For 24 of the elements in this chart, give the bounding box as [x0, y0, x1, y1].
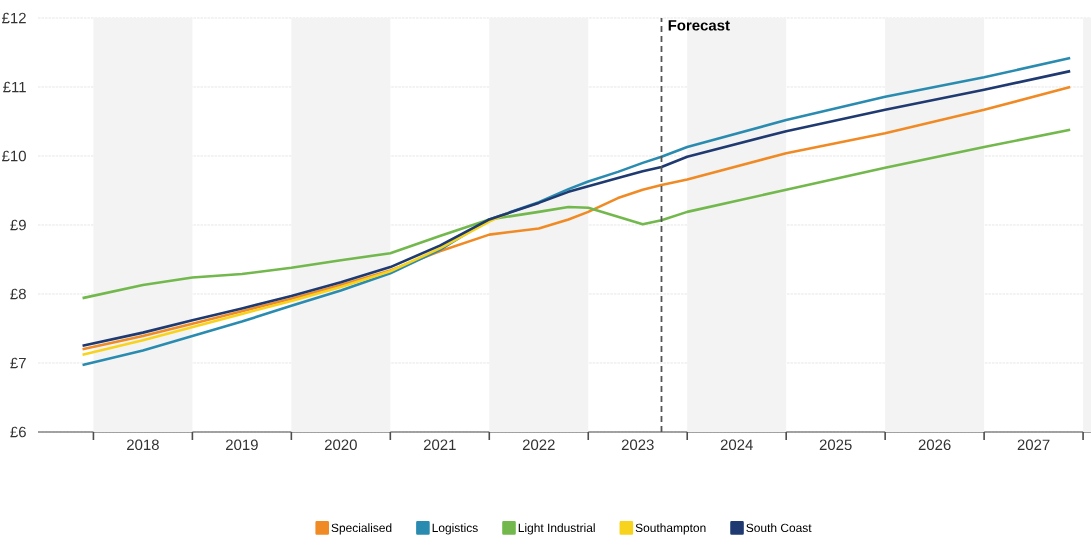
x-tick-label: 2018 [127, 439, 159, 451]
y-tick-label: £11 [3, 81, 26, 93]
line-series [81, 128, 1072, 300]
x-tick-label: 2020 [324, 439, 357, 451]
legend-label: South Coast [746, 523, 812, 533]
legend-label: Specialised [331, 523, 392, 535]
y-tick-label: £6 [10, 426, 26, 438]
x-tick-label: 2026 [918, 439, 951, 451]
x-tick-label: 2022 [522, 439, 555, 451]
x-tick-label: 2023 [621, 439, 654, 451]
y-tick-label: £7 [10, 357, 26, 369]
y-tick-label: £12 [2, 12, 26, 24]
legend-label: Southampton [635, 523, 706, 535]
x-tick-label: 2025 [819, 439, 852, 451]
x-tick-label: 2027 [1017, 439, 1050, 451]
x-tick-label: 2019 [226, 439, 258, 451]
x-tick-label: 2024 [720, 439, 753, 451]
y-tick-label: £9 [10, 219, 26, 231]
x-tick-label: 2021 [423, 439, 456, 451]
ref-line-label: Forecast [668, 20, 730, 31]
legend-label: Logistics [432, 523, 478, 535]
legend-label: Light Industrial [518, 523, 595, 535]
y-tick-label: £10 [2, 150, 26, 162]
y-tick-label: £8 [10, 288, 26, 300]
